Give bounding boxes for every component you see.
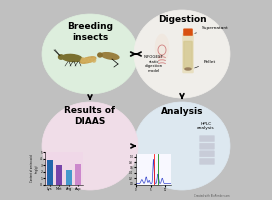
Ellipse shape — [80, 57, 96, 63]
Text: Breeding
insects: Breeding insects — [67, 22, 113, 42]
Text: Created with BioRender.com: Created with BioRender.com — [194, 194, 230, 198]
Ellipse shape — [134, 10, 230, 98]
FancyBboxPatch shape — [184, 41, 192, 69]
Ellipse shape — [88, 58, 92, 62]
Ellipse shape — [58, 55, 63, 59]
FancyBboxPatch shape — [200, 158, 214, 164]
FancyBboxPatch shape — [183, 33, 193, 73]
Text: Pellet: Pellet — [194, 60, 216, 68]
Ellipse shape — [42, 102, 138, 190]
FancyBboxPatch shape — [200, 151, 214, 157]
Ellipse shape — [81, 58, 85, 62]
Ellipse shape — [92, 58, 96, 62]
Ellipse shape — [42, 14, 138, 94]
Ellipse shape — [134, 102, 230, 190]
FancyBboxPatch shape — [200, 136, 214, 142]
Ellipse shape — [85, 58, 88, 62]
Ellipse shape — [155, 34, 169, 62]
Ellipse shape — [101, 53, 119, 59]
FancyBboxPatch shape — [200, 143, 214, 149]
Ellipse shape — [185, 68, 191, 70]
Ellipse shape — [98, 53, 102, 57]
Ellipse shape — [62, 54, 82, 62]
Text: Analysis: Analysis — [161, 108, 203, 116]
Text: HPLC
analysis: HPLC analysis — [197, 122, 215, 130]
Text: INFOGEST
static
digestion
model: INFOGEST static digestion model — [144, 55, 164, 73]
FancyBboxPatch shape — [183, 29, 193, 36]
Text: Amino acid
contents: Amino acid contents — [146, 176, 170, 184]
Text: Digestion: Digestion — [158, 16, 206, 24]
Text: Results of
DIAAS: Results of DIAAS — [64, 106, 116, 126]
Text: Supernatant: Supernatant — [195, 26, 229, 33]
